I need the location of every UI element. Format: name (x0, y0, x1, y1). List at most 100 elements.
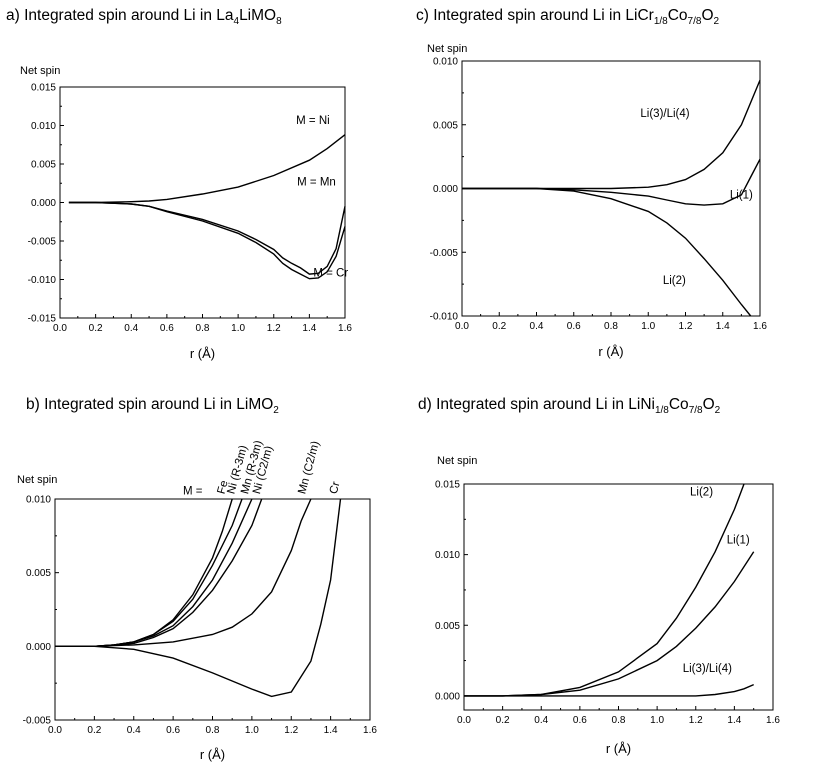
panel-c: c) Integrated spin around Li in LiCr1/8C… (416, 7, 767, 359)
x-tick-label: 0.6 (573, 715, 587, 726)
y-tick-label: 0.005 (435, 621, 460, 632)
panel-a: a) Integrated spin around Li in La4LiMO8… (6, 7, 352, 361)
y-tick-label: -0.010 (28, 275, 57, 286)
title-subscript: 4 (234, 16, 240, 27)
y-tick-label: 0.010 (435, 550, 460, 561)
series-annotation: Li(1) (730, 190, 753, 202)
y-tick-label: 0.005 (26, 568, 51, 579)
series-annotation: M = Mn (297, 177, 336, 189)
x-tick-label: 0.4 (127, 725, 141, 736)
title-text: Co (669, 396, 689, 413)
y-axis-label: Net spin (17, 474, 57, 486)
panel-b: b) Integrated spin around Li in LiMO2 Net… (17, 396, 377, 762)
x-tick-label: 0.0 (455, 321, 469, 332)
x-tick-label: 1.4 (302, 323, 316, 334)
x-tick-label: 1.0 (231, 323, 245, 334)
y-tick-label: 0.010 (26, 495, 51, 506)
x-tick-label: 1.6 (766, 715, 780, 726)
x-tick-label: 1.6 (753, 321, 767, 332)
x-tick-label: 1.4 (716, 321, 730, 332)
x-tick-label: 0.4 (534, 715, 548, 726)
x-tick-label: 1.4 (727, 715, 741, 726)
panel-c-title: c) Integrated spin around Li in LiCr1/8C… (416, 7, 720, 27)
x-tick-label: 0.6 (166, 725, 180, 736)
y-tick-label: -0.005 (28, 237, 57, 248)
y-tick-label: 0.000 (435, 691, 460, 702)
x-tick-label: 1.2 (689, 715, 703, 726)
x-tick-label: 1.0 (245, 725, 259, 736)
x-tick-label: 1.2 (267, 323, 281, 334)
x-tick-label: 0.8 (604, 321, 618, 332)
x-tick-label: 0.4 (530, 321, 544, 332)
panel-a-title: a) Integrated spin around Li in La4LiMO8 (6, 7, 282, 27)
series-line-cr (55, 498, 342, 698)
y-tick-label: -0.010 (430, 312, 459, 323)
y-tick-label: -0.005 (23, 716, 52, 727)
series-line-mn-r-3m (55, 498, 253, 647)
title-text: O (701, 7, 713, 24)
y-tick-label: 0.000 (26, 642, 51, 653)
series-annotation: Cr (328, 480, 343, 495)
x-tick-label: 1.4 (324, 725, 338, 736)
x-tick-label: 1.0 (650, 715, 664, 726)
x-tick-label: 0.2 (496, 715, 510, 726)
series-line-li-3-li-4 (462, 79, 761, 190)
title-text: O (703, 396, 715, 413)
series-annotation: Li(3)/Li(4) (683, 663, 732, 675)
x-tick-label: 0.6 (160, 323, 174, 334)
series-line-li-1 (464, 551, 755, 697)
y-tick-label: 0.010 (31, 121, 56, 132)
x-tick-label: 0.0 (53, 323, 67, 334)
x-tick-label: 1.2 (284, 725, 298, 736)
y-tick-label: 0.015 (435, 480, 460, 491)
y-axis-label: Net spin (427, 43, 467, 55)
x-tick-label: 0.0 (457, 715, 471, 726)
y-tick-label: 0.005 (433, 120, 458, 131)
x-tick-label: 0.2 (492, 321, 506, 332)
series-line-ni-r-3m (55, 498, 243, 647)
x-axis-label: r (Å) (200, 747, 225, 762)
series-annotation: Fe (216, 479, 231, 495)
title-subscript: 2 (714, 16, 720, 27)
y-tick-label: -0.005 (430, 248, 459, 259)
x-tick-label: 0.6 (567, 321, 581, 332)
y-tick-label: 0.000 (433, 184, 458, 195)
series-annotation: Li(2) (663, 275, 686, 287)
panel-d-title: d) Integrated spin around Li in LiNi1/8C… (418, 396, 721, 416)
y-tick-label: 0.015 (31, 83, 56, 94)
x-tick-label: 0.2 (87, 725, 101, 736)
title-text: Co (668, 7, 688, 24)
panel-b-frame (54, 498, 371, 721)
title-subscript: 7/8 (688, 16, 702, 27)
title-text: c) Integrated spin around Li in LiCr (416, 7, 654, 24)
series-line-li-2 (462, 187, 752, 317)
x-tick-label: 1.6 (363, 725, 377, 736)
series-annotation: M = Cr (313, 267, 348, 279)
series-line-mn-c2-m (55, 498, 312, 647)
x-axis-label: r (Å) (190, 346, 215, 361)
panel-d: d) Integrated spin around Li in LiNi1/8C… (418, 396, 780, 756)
series-line-ni-c2-m (55, 498, 263, 647)
series-annotation: Li(3)/Li(4) (640, 108, 689, 120)
title-subscript: 1/8 (654, 16, 668, 27)
x-tick-label: 0.2 (89, 323, 103, 334)
title-subscript: 1/8 (655, 405, 669, 416)
series-annotation: Li(2) (690, 486, 713, 498)
y-axis-label: Net spin (20, 65, 60, 77)
title-subscript: 8 (276, 16, 282, 27)
x-tick-label: 0.4 (124, 323, 138, 334)
x-tick-label: 1.2 (679, 321, 693, 332)
y-tick-label: 0.010 (433, 57, 458, 68)
series-line-m-cr (68, 201, 346, 280)
y-tick-label: 0.000 (31, 198, 56, 209)
x-tick-label: 0.0 (48, 725, 62, 736)
x-tick-label: 0.8 (206, 725, 220, 736)
y-tick-label: 0.005 (31, 160, 56, 171)
panel-d-frame (463, 483, 774, 711)
x-tick-label: 0.8 (196, 323, 210, 334)
title-subscript: 2 (273, 405, 279, 416)
title-text: LiMO (239, 7, 276, 24)
series-line-m-ni (68, 134, 346, 204)
title-text: b) Integrated spin around Li in LiMO (26, 396, 273, 413)
